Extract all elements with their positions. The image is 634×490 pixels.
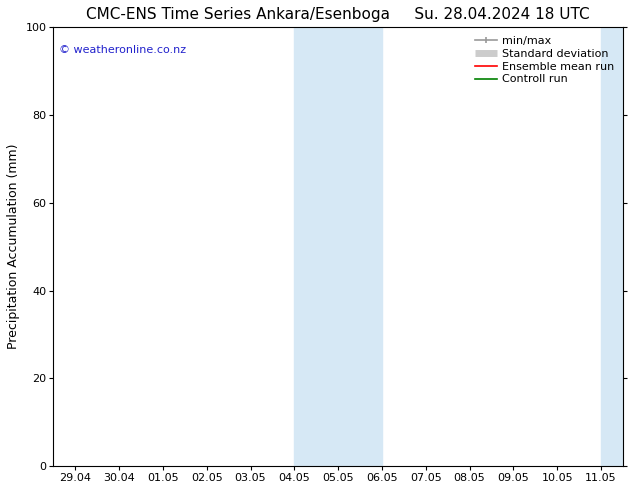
Title: CMC-ENS Time Series Ankara/Esenboga     Su. 28.04.2024 18 UTC: CMC-ENS Time Series Ankara/Esenboga Su. …: [86, 7, 590, 22]
Bar: [601, 27, 634, 466]
Y-axis label: Precipitation Accumulation (mm): Precipitation Accumulation (mm): [7, 144, 20, 349]
Bar: [294, 27, 382, 466]
Legend: min/max, Standard deviation, Ensemble mean run, Controll run: min/max, Standard deviation, Ensemble me…: [472, 33, 618, 88]
Text: © weatheronline.co.nz: © weatheronline.co.nz: [59, 45, 186, 55]
